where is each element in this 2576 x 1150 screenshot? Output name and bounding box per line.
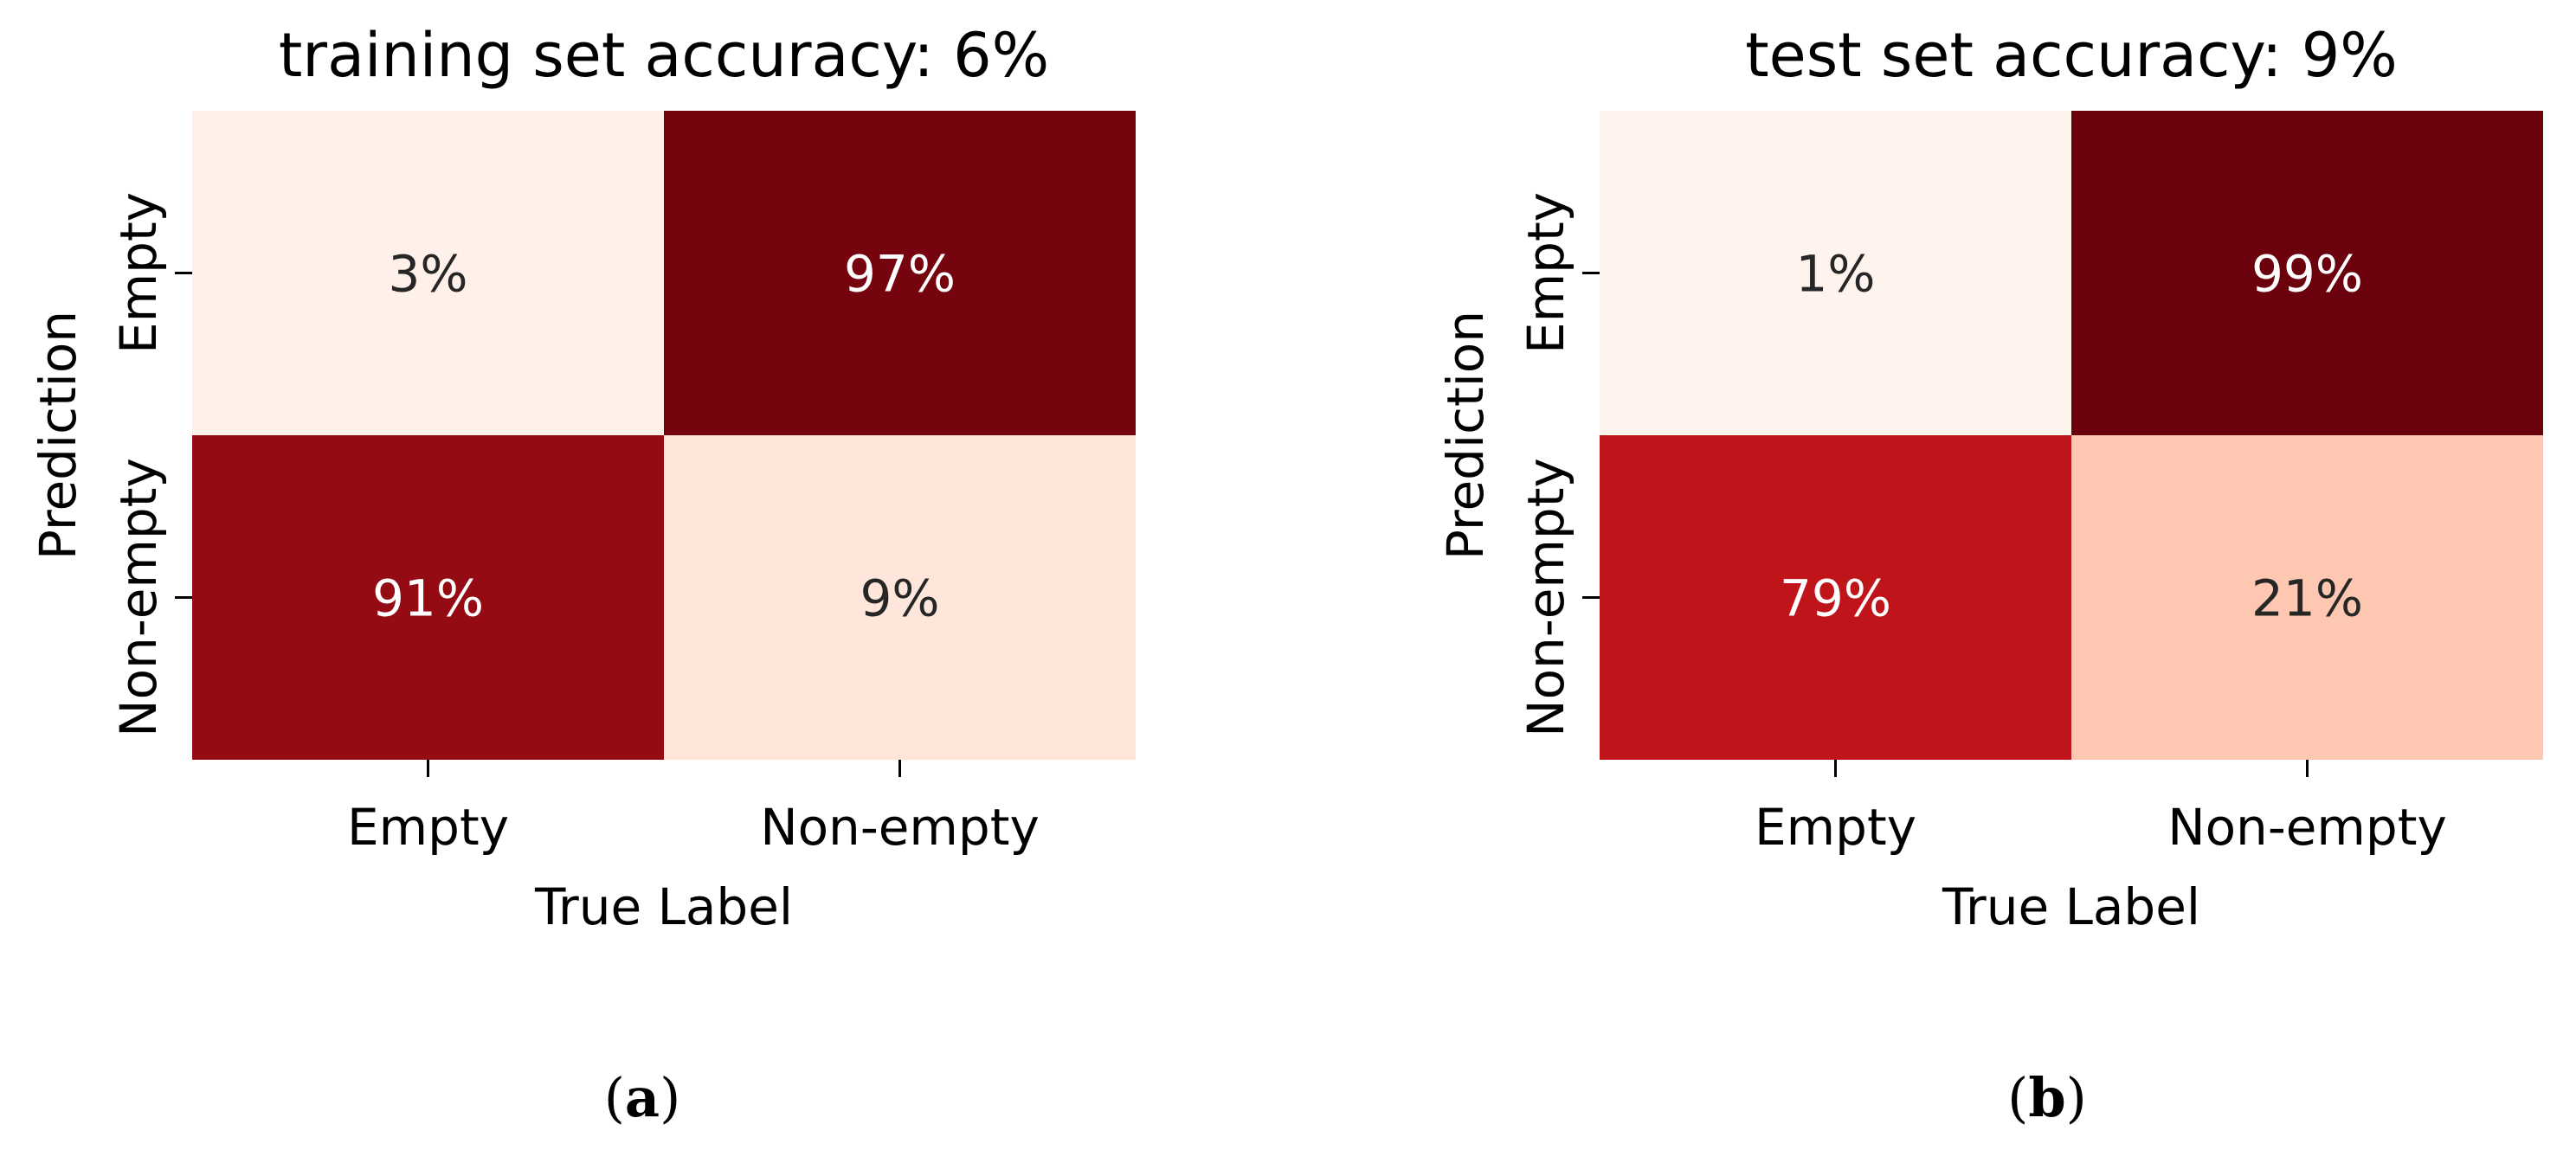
heatmap-cell [664,435,1136,760]
y-tick-label: Non-empty [109,458,168,737]
x-tick-label: Non-empty [760,798,1040,857]
heatmap-cell [664,111,1136,435]
heatmap-cell [2071,435,2543,760]
x-axis-label: True Label [1942,877,2200,936]
cell-label: 21% [2251,569,2363,627]
heatmap-cell [2071,111,2543,435]
heatmap-cell [1600,435,2071,760]
panel-a: 3% 97% 91% 9% training set accuracy: 6% Empty… [29,20,1136,1129]
x-tick-label: Empty [347,798,509,857]
heatmap-cell [192,111,664,435]
y-tick-label: Non-empty [1517,458,1575,737]
y-tick-label: Empty [1517,192,1575,354]
cell-label: 99% [2251,244,2363,303]
cell-label: 3% [388,244,467,303]
cell-label: 79% [1780,569,1891,627]
cell-label: 9% [860,569,939,627]
y-axis-label: Prediction [29,311,87,560]
panel-b: 1% 99% 79% 21% test set accuracy: 9% Empty Non… [1436,20,2543,1129]
y-axis-label: Prediction [1436,311,1495,560]
x-axis-label: True Label [534,877,793,936]
heatmap-cell [1600,111,2071,435]
chart-title: training set accuracy: 6% [279,20,1049,91]
panel-caption: (a) [604,1066,681,1129]
cell-label: 91% [372,569,484,627]
cell-label: 1% [1795,244,1875,303]
panel-caption: (b) [2007,1066,2087,1129]
x-tick-label: Empty [1755,798,1916,857]
y-tick-label: Empty [109,192,168,354]
x-tick-label: Non-empty [2167,798,2447,857]
chart-title: test set accuracy: 9% [1745,20,2398,91]
cell-label: 97% [844,244,956,303]
heatmap-cell [192,435,664,760]
